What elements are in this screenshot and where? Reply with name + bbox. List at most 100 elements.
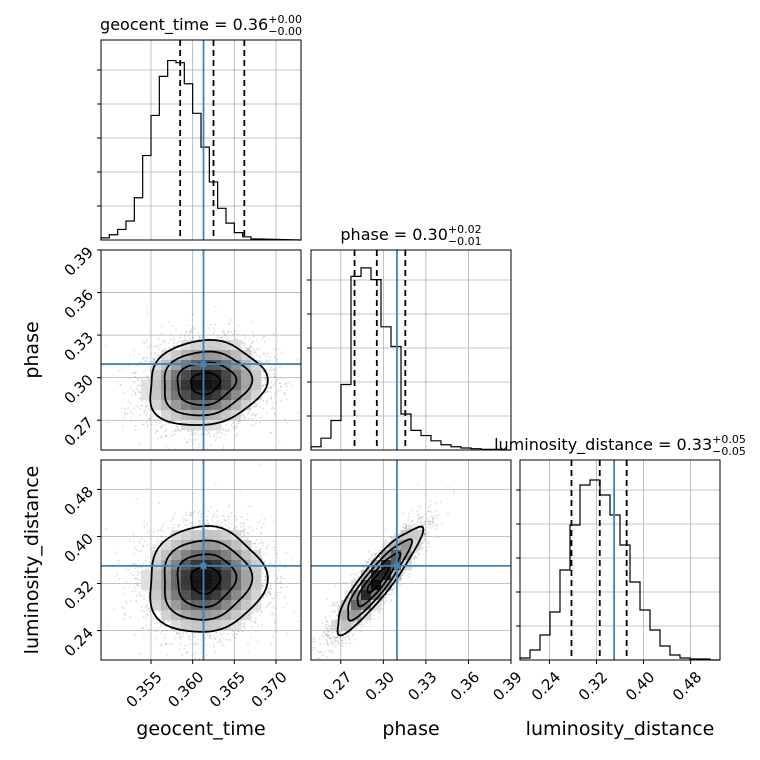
y-tick-label: 0.33 — [61, 328, 97, 364]
scatter-point — [164, 341, 166, 343]
scatter-point — [175, 342, 178, 345]
panel-title-luminosity_distance: luminosity_distance = 0.33+0.05 — [494, 433, 746, 455]
scatter-point — [249, 346, 252, 348]
scatter-point — [273, 412, 276, 415]
scatter-point — [259, 356, 261, 359]
scatter-point — [244, 347, 247, 350]
scatter-point — [250, 414, 253, 416]
scatter-point — [247, 348, 250, 351]
scatter-point — [150, 353, 153, 355]
scatter-point — [265, 403, 268, 405]
scatter-point — [252, 340, 255, 343]
scatter-point — [157, 348, 160, 350]
scatter-point — [256, 413, 259, 415]
scatter-point — [227, 430, 230, 433]
scatter-point — [284, 383, 287, 385]
scatter-point — [220, 432, 223, 435]
scatter-point — [247, 418, 250, 421]
scatter-point — [143, 355, 146, 358]
scatter-point — [285, 398, 288, 401]
scatter-point — [191, 433, 194, 436]
scatter-point — [189, 431, 192, 433]
scatter-point — [270, 431, 273, 434]
scatter-point — [159, 343, 162, 346]
scatter-point — [176, 425, 178, 428]
scatter-point — [215, 431, 218, 433]
scatter-point — [144, 378, 147, 380]
scatter-point — [232, 426, 235, 429]
scatter-point — [235, 426, 238, 429]
scatter-point — [227, 331, 230, 334]
scatter-point — [188, 333, 191, 335]
scatter-point — [185, 330, 188, 333]
scatter-point — [274, 413, 276, 415]
scatter-point — [275, 402, 277, 405]
scatter-point — [269, 396, 272, 398]
scatter-point — [236, 333, 238, 335]
scatter-point — [149, 368, 151, 371]
scatter-point — [274, 375, 277, 378]
scatter-point — [164, 445, 167, 447]
scatter-point — [125, 581, 128, 583]
scatter-point — [266, 391, 269, 393]
scatter-point — [107, 421, 110, 424]
scatter-point — [177, 341, 180, 344]
scatter-point — [145, 339, 148, 342]
scatter-point — [136, 378, 139, 380]
scatter-point — [183, 337, 186, 340]
scatter-point — [244, 417, 247, 420]
scatter-point — [167, 342, 170, 345]
scatter-point — [192, 313, 195, 316]
scatter-point — [280, 351, 283, 354]
scatter-point — [105, 345, 108, 347]
scatter-point — [265, 359, 268, 361]
scatter-point — [148, 345, 151, 347]
scatter-point — [246, 348, 249, 351]
scatter-point — [207, 447, 209, 449]
scatter-point — [187, 324, 190, 327]
density-cell — [251, 390, 262, 401]
scatter-point — [143, 634, 145, 636]
scatter-point — [141, 423, 144, 426]
scatter-point — [152, 357, 155, 360]
scatter-point — [147, 377, 150, 380]
scatter-point — [144, 360, 146, 363]
scatter-point — [173, 341, 175, 344]
scatter-point — [146, 346, 149, 349]
scatter-point — [276, 390, 279, 392]
scatter-point — [242, 523, 245, 526]
scatter-point — [162, 425, 165, 428]
scatter-point — [273, 383, 275, 386]
scatter-point — [122, 416, 125, 419]
density-cell — [161, 380, 172, 391]
scatter-point — [255, 339, 258, 342]
scatter-point — [136, 405, 139, 408]
scatter-point — [222, 445, 225, 448]
scatter-point — [159, 426, 162, 428]
scatter-point — [261, 416, 264, 419]
scatter-point — [142, 357, 144, 360]
scatter-point — [178, 430, 181, 433]
scatter-point — [191, 338, 194, 341]
scatter-point — [243, 345, 246, 348]
scatter-point — [239, 420, 242, 423]
scatter-point — [228, 322, 231, 324]
scatter-point — [138, 384, 140, 387]
scatter-point — [145, 414, 148, 417]
panel-title-phase: phase = 0.30+0.02 — [340, 223, 481, 244]
scatter-point — [259, 406, 261, 409]
scatter-point — [123, 413, 126, 415]
scatter-point — [244, 528, 247, 530]
scatter-point — [119, 383, 122, 386]
scatter-point — [255, 405, 258, 408]
scatter-point — [189, 331, 192, 333]
panel-title-lower-phase: −0.01 — [448, 235, 482, 248]
scatter-point — [258, 417, 261, 419]
scatter-point — [159, 535, 162, 538]
scatter-point — [262, 400, 265, 402]
scatter-point — [189, 433, 192, 436]
scatter-point — [139, 391, 141, 394]
scatter-point — [276, 347, 279, 350]
scatter-point — [139, 408, 142, 410]
